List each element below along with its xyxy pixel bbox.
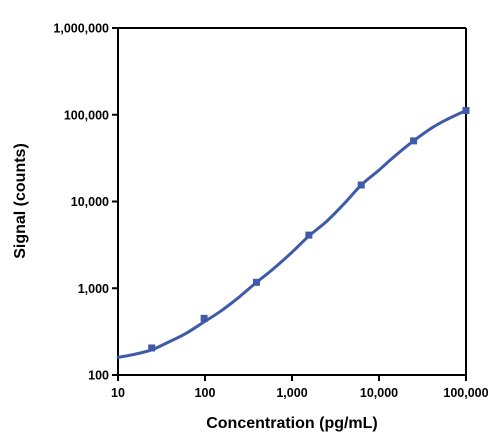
- x-axis-title: Concentration (pg/mL): [206, 415, 378, 432]
- data-point: [305, 231, 313, 239]
- x-tick-label: 10,000: [360, 386, 398, 400]
- y-tick-label: 10,000: [71, 195, 109, 209]
- x-tick-label: 100: [195, 386, 216, 400]
- data-point: [148, 344, 156, 352]
- x-tick-label: 100,000: [443, 386, 488, 400]
- y-tick-label: 1,000,000: [53, 22, 109, 36]
- y-tick-label: 1,000: [78, 282, 109, 296]
- x-tick-label: 10: [111, 386, 125, 400]
- data-point: [410, 137, 418, 145]
- fit-curve: [116, 108, 468, 359]
- y-axis-title: Signal (counts): [12, 143, 29, 259]
- data-point: [200, 314, 208, 322]
- y-tick-label: 100: [88, 369, 109, 383]
- y-axis-ticks: 100 1,000 10,000 100,000 1,000,000: [53, 22, 118, 383]
- x-tick-label: 1,000: [276, 386, 307, 400]
- y-tick-label: 100,000: [64, 108, 109, 122]
- data-point: [462, 106, 470, 114]
- data-point: [357, 181, 365, 189]
- x-axis-ticks: 10 100 1,000 10,000 100,000: [111, 375, 489, 400]
- data-points: [148, 106, 470, 352]
- data-point: [252, 278, 260, 286]
- plot-frame: [117, 27, 467, 376]
